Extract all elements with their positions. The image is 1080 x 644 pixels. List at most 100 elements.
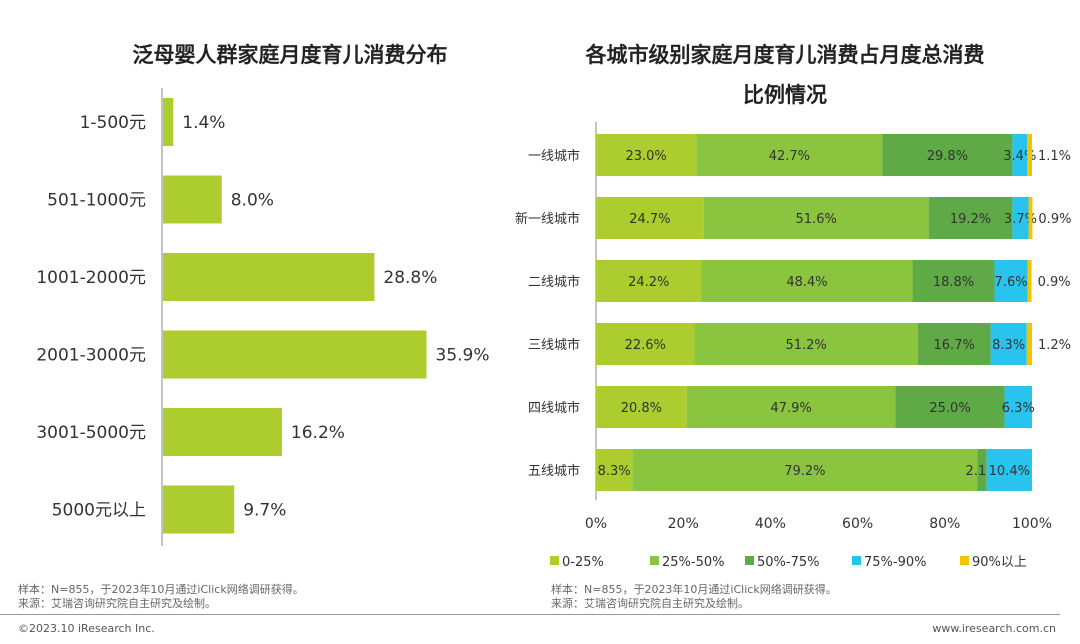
right-stack-segment	[994, 260, 1028, 302]
right-stack-segment	[1026, 323, 1032, 365]
right-category-label: 一线城市	[528, 148, 580, 164]
right-stack-segment	[596, 260, 702, 302]
right-segment-label: 48.4%	[786, 275, 827, 290]
left-category-label: 2001-3000元	[36, 346, 146, 366]
right-segment-label: 20.8%	[621, 401, 662, 416]
right-stack-segment	[990, 323, 1027, 365]
right-segment-label: 47.9%	[770, 401, 811, 416]
legend-label: 25%-50%	[662, 555, 724, 570]
footer-divider	[0, 614, 1060, 615]
right-stack-segment	[686, 386, 896, 428]
right-category-label: 三线城市	[528, 337, 580, 353]
left-value-label: 16.2%	[291, 423, 345, 443]
right-chart-title-line2: 比例情况	[743, 83, 827, 107]
legend-label: 0-25%	[562, 555, 604, 570]
right-stack-segment	[1012, 197, 1029, 239]
right-chart-title: 各城市级别家庭月度育儿消费占月度总消费	[585, 43, 985, 67]
right-note-sample: 样本：N=855，于2023年10月通过iClick网络调研获得。	[551, 583, 837, 596]
right-stack-segment	[1028, 197, 1033, 239]
right-x-tick-label: 20%	[668, 516, 699, 532]
right-segment-label: 22.6%	[625, 338, 666, 353]
legend-swatch	[852, 556, 861, 565]
left-value-label: 35.9%	[436, 346, 490, 366]
left-note-source: 来源：艾瑞咨询研究院自主研究及绘制。	[18, 597, 216, 610]
left-value-label: 8.0%	[231, 191, 274, 211]
right-stack-segment	[694, 323, 918, 365]
right-segment-label: 0.9%	[1038, 212, 1071, 227]
right-stack-segment	[596, 323, 695, 365]
right-stack-segment	[596, 197, 704, 239]
left-category-label: 1-500元	[80, 113, 146, 133]
left-chart-title: 泛母婴人群家庭月度育儿消费分布	[132, 43, 448, 67]
right-stack-segment	[596, 449, 633, 491]
right-segment-label: 18.8%	[933, 275, 974, 290]
right-stack-segment	[895, 386, 1005, 428]
left-value-label: 28.8%	[383, 268, 437, 288]
right-category-label: 五线城市	[528, 463, 580, 479]
left-category-label: 5000元以上	[52, 501, 146, 521]
right-segment-label: 23.0%	[625, 149, 666, 164]
footer-website[interactable]: www.iresearch.com.cn	[932, 622, 1056, 635]
right-category-label: 二线城市	[528, 274, 580, 290]
left-category-label: 3001-5000元	[36, 423, 146, 443]
right-x-tick-label: 60%	[842, 516, 873, 532]
right-category-label: 四线城市	[528, 400, 580, 416]
left-value-label: 9.7%	[243, 501, 286, 521]
right-stack-segment	[1027, 134, 1032, 176]
right-segment-label: 7.6%	[995, 275, 1028, 290]
right-stack-segment	[703, 197, 929, 239]
right-stack-segment	[977, 449, 987, 491]
right-stack-segment	[596, 134, 697, 176]
right-segment-label: 24.7%	[629, 212, 670, 227]
right-segment-label: 1.2%	[1038, 338, 1071, 353]
right-segment-label: 6.3%	[1002, 401, 1035, 416]
right-segment-label: 24.2%	[628, 275, 669, 290]
legend-swatch	[960, 556, 969, 565]
left-category-label: 1001-2000元	[36, 268, 146, 288]
right-segment-label: 51.6%	[796, 212, 837, 227]
right-stack-segment	[1004, 386, 1032, 428]
right-segment-label: 1.1%	[1038, 149, 1071, 164]
right-stack-segment	[1027, 260, 1032, 302]
legend-label: 90%以上	[972, 555, 1027, 570]
legend-label: 50%-75%	[757, 555, 819, 570]
right-stack-segment	[696, 134, 883, 176]
right-stack-segment	[928, 197, 1013, 239]
right-segment-label: 51.2%	[785, 338, 826, 353]
footer-copyright: ©2023.10 iResearch Inc.	[18, 622, 155, 635]
right-stack-segment	[1012, 134, 1028, 176]
left-bar-chart: 1-500元 1.4% 501-1000元 8.0% 1001-2000元 28.8% 20…	[36, 88, 490, 546]
right-stack-segment	[912, 260, 995, 302]
right-segment-label: 42.7%	[769, 149, 810, 164]
right-stack-segment	[986, 449, 1032, 491]
right-segment-label: 19.2%	[950, 212, 991, 227]
right-x-tick-label: 0%	[585, 516, 607, 532]
right-stack-segment	[632, 449, 978, 491]
left-bar	[163, 98, 174, 146]
right-stack-segment	[596, 386, 687, 428]
right-category-label: 新一线城市	[515, 211, 580, 227]
left-bar	[163, 175, 222, 224]
right-segment-label: 29.8%	[927, 149, 968, 164]
right-note-source: 来源：艾瑞咨询研究院自主研究及绘制。	[551, 597, 749, 610]
right-x-tick-label: 40%	[755, 516, 786, 532]
left-bar	[163, 253, 375, 301]
right-stack-segment	[882, 134, 1013, 176]
right-stack-segment	[917, 323, 991, 365]
right-stacked-bar-chart: 一线城市 23.0% 42.7% 29.8% 3.4% 1.1%新一线城市 24.7% 51.…	[515, 122, 1071, 570]
right-segment-label: 0.9%	[1038, 275, 1071, 290]
left-bar	[163, 408, 282, 456]
left-category-label: 501-1000元	[47, 191, 146, 211]
legend-label: 75%-90%	[864, 555, 926, 570]
legend-swatch	[745, 556, 754, 565]
right-segment-label: 25.0%	[929, 401, 970, 416]
right-segment-label: 79.2%	[784, 464, 825, 479]
left-note-sample: 样本：N=855，于2023年10月通过iClick网络调研获得。	[18, 583, 304, 596]
legend-swatch	[550, 556, 559, 565]
right-segment-label: 16.7%	[934, 338, 975, 353]
left-bar	[163, 485, 235, 534]
right-x-tick-label: 100%	[1012, 516, 1052, 532]
right-segment-label: 8.3%	[992, 338, 1025, 353]
right-stack-segment	[701, 260, 913, 302]
right-x-tick-label: 80%	[929, 516, 960, 532]
